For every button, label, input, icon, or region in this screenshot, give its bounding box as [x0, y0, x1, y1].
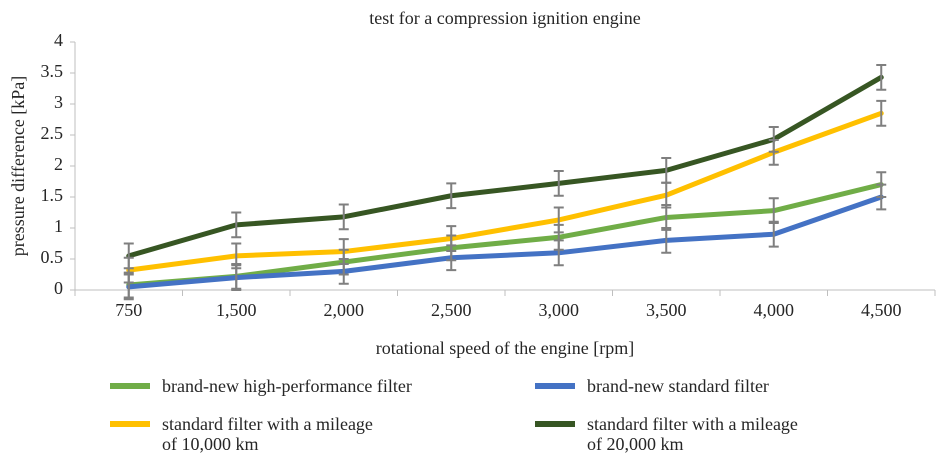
error-bar — [553, 169, 564, 197]
error-bar — [876, 63, 887, 91]
y-tick-label: 2.5 — [41, 123, 64, 143]
legend-label: brand-new standard filter — [587, 376, 769, 396]
x-tick-label: 2,000 — [324, 300, 365, 320]
x-tick-label: 4,000 — [754, 300, 795, 320]
legend-label: standard filter with a mileage of 20,000… — [587, 414, 798, 454]
y-tick-label: 0.5 — [41, 247, 64, 267]
legend-item: standard filter with a mileage of 10,000… — [110, 414, 373, 454]
chart: test for a compression ignition engine r… — [8, 8, 936, 358]
legend-swatch — [535, 421, 575, 427]
y-tick-label: 0 — [54, 278, 63, 298]
series-line — [126, 194, 884, 290]
error-bar — [553, 206, 564, 234]
chart-title: test for a compression ignition engine — [369, 8, 640, 28]
series-line — [126, 110, 884, 273]
error-bar — [338, 203, 349, 231]
error-bar — [876, 99, 887, 127]
y-tick-label: 1.5 — [41, 185, 64, 205]
error-bar — [768, 220, 779, 248]
y-axis-label: pressure difference [kPa] — [8, 76, 28, 257]
error-bar — [231, 211, 242, 239]
legend-swatch — [110, 421, 150, 427]
error-bar — [123, 242, 134, 270]
legend-label: standard filter with a mileage of 10,000… — [162, 414, 373, 454]
error-bar — [446, 225, 457, 252]
error-bar — [446, 182, 457, 210]
legend-item: standard filter with a mileage of 20,000… — [535, 414, 798, 454]
error-bar — [661, 156, 672, 184]
error-bar — [661, 227, 672, 254]
error-bar — [553, 239, 564, 267]
error-bar — [768, 125, 779, 153]
y-tick-label: 3 — [54, 92, 63, 112]
legend-swatch — [535, 383, 575, 389]
legend-swatch — [110, 383, 150, 389]
x-tick-label: 3,000 — [539, 300, 580, 320]
error-bar — [338, 238, 349, 265]
x-tick-label: 4,500 — [861, 300, 902, 320]
x-tick-label: 1,500 — [216, 300, 257, 320]
error-bar — [231, 242, 242, 270]
legend-item: brand-new high-performance filter — [110, 376, 412, 396]
x-tick-label: 3,500 — [646, 300, 687, 320]
x-axis-label: rotational speed of the engine [rpm] — [376, 338, 634, 358]
series-line — [126, 182, 884, 288]
y-tick-label: 1 — [54, 216, 63, 236]
series-line — [126, 74, 884, 259]
x-tick-label: 750 — [115, 300, 142, 320]
y-tick-label: 3.5 — [41, 61, 64, 81]
legend-item: brand-new standard filter — [535, 376, 769, 396]
x-tick-label: 2,500 — [431, 300, 472, 320]
y-tick-label: 2 — [54, 154, 63, 174]
y-tick-label: 4 — [54, 30, 63, 50]
legend-label: brand-new high-performance filter — [162, 376, 412, 396]
error-bar — [876, 183, 887, 211]
